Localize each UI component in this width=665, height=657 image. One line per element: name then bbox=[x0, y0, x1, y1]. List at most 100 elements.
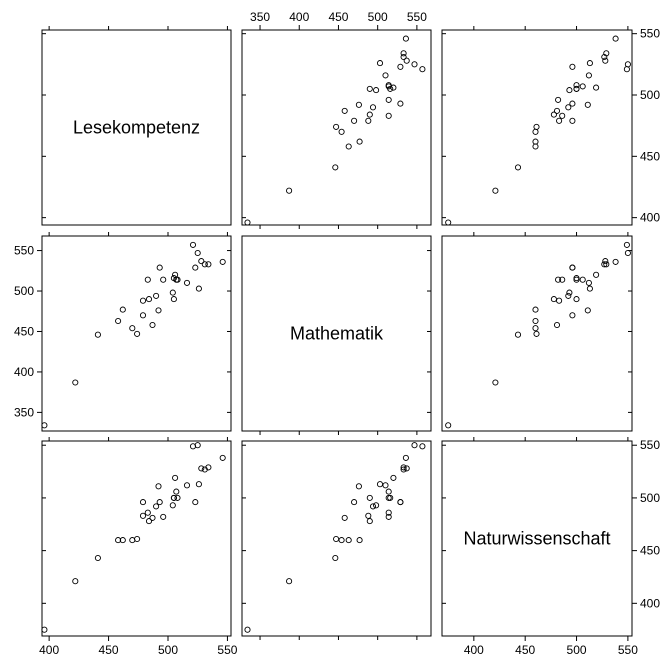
point-mathematik-vs-lesekompetenz-23 bbox=[189, 241, 197, 248]
point-naturwissenschaft-vs-mathematik-16 bbox=[373, 502, 380, 509]
point-mathematik-vs-lesekompetenz-11 bbox=[149, 321, 156, 329]
point-mathematik-vs-lesekompetenz-21 bbox=[174, 276, 181, 283]
y-tick-label-mathematik-550: 550 bbox=[14, 244, 34, 258]
point-naturwissenschaft-vs-mathematik-9 bbox=[385, 509, 392, 516]
point-mathematik-vs-lesekompetenz-6 bbox=[134, 330, 141, 337]
point-mathematik-vs-naturwissenschaft-29 bbox=[603, 261, 610, 268]
point-naturwissenschaft-vs-mathematik-29 bbox=[400, 464, 407, 471]
point-naturwissenschaft-vs-lesekompetenz-14 bbox=[156, 499, 163, 506]
point-mathematik-vs-lesekompetenz-29 bbox=[205, 261, 212, 268]
y-tick-label-naturwissenschaft-400: 400 bbox=[640, 596, 660, 610]
point-naturwissenschaft-vs-lesekompetenz-15 bbox=[160, 513, 167, 520]
x-tick-label-lesekompetenz-400: 400 bbox=[39, 643, 59, 657]
point-lesekompetenz-vs-mathematik-26 bbox=[376, 60, 384, 67]
y-tick-label-mathematik-450: 450 bbox=[14, 324, 34, 338]
x-tick-label-naturwissenschaft-450: 450 bbox=[515, 643, 535, 657]
point-mathematik-vs-naturwissenschaft-2 bbox=[514, 331, 522, 338]
point-mathematik-vs-lesekompetenz-3 bbox=[115, 317, 122, 325]
point-naturwissenschaft-vs-mathematik-11 bbox=[341, 514, 348, 521]
point-naturwissenschaft-vs-lesekompetenz-18 bbox=[170, 494, 177, 501]
point-mathematik-vs-naturwissenschaft-23 bbox=[623, 241, 630, 248]
point-lesekompetenz-vs-naturwissenschaft-20 bbox=[579, 83, 586, 90]
point-naturwissenschaft-vs-mathematik-12 bbox=[369, 503, 377, 510]
panel-naturwissenschaft-vs-mathematik bbox=[241, 440, 432, 637]
point-mathematik-vs-naturwissenschaft-5 bbox=[532, 325, 539, 332]
point-mathematik-vs-naturwissenschaft-1 bbox=[492, 379, 499, 386]
y-tick-label-lesekompetenz-400: 400 bbox=[640, 211, 660, 225]
x-tick-label-mathematik-500: 500 bbox=[368, 10, 388, 24]
x-tick-label-mathematik-550: 550 bbox=[407, 10, 427, 24]
point-layer bbox=[41, 35, 631, 633]
point-naturwissenschaft-vs-lesekompetenz-27 bbox=[198, 465, 205, 472]
x-tick-label-lesekompetenz-550: 550 bbox=[217, 643, 237, 657]
point-lesekompetenz-vs-mathematik-13 bbox=[355, 101, 362, 108]
point-lesekompetenz-vs-naturwissenschaft-6 bbox=[533, 123, 540, 130]
x-tick-label-lesekompetenz-500: 500 bbox=[158, 643, 178, 657]
point-lesekompetenz-vs-naturwissenschaft-12 bbox=[565, 104, 572, 111]
point-mathematik-vs-naturwissenschaft-15 bbox=[555, 276, 562, 283]
point-naturwissenschaft-vs-lesekompetenz-9 bbox=[144, 509, 151, 516]
point-lesekompetenz-vs-naturwissenschaft-0 bbox=[445, 219, 452, 226]
point-mathematik-vs-lesekompetenz-0 bbox=[41, 422, 48, 429]
point-lesekompetenz-vs-naturwissenschaft-9 bbox=[559, 112, 566, 119]
point-lesekompetenz-vs-mathematik-16 bbox=[373, 87, 380, 94]
panel-mathematik-vs-lesekompetenz bbox=[41, 235, 232, 432]
panel-layer bbox=[41, 29, 633, 637]
point-mathematik-vs-lesekompetenz-9 bbox=[144, 276, 151, 283]
point-mathematik-vs-lesekompetenz-17 bbox=[170, 296, 177, 303]
point-lesekompetenz-vs-mathematik-22 bbox=[382, 72, 389, 79]
point-lesekompetenz-vs-naturwissenschaft-10 bbox=[550, 111, 557, 118]
variable-label-mathematik: Mathematik bbox=[290, 324, 384, 344]
point-mathematik-vs-naturwissenschaft-7 bbox=[569, 312, 576, 319]
point-naturwissenschaft-vs-mathematik-26 bbox=[376, 481, 384, 488]
point-naturwissenschaft-vs-mathematik-15 bbox=[385, 513, 392, 520]
point-naturwissenschaft-vs-lesekompetenz-25 bbox=[194, 442, 201, 449]
point-mathematik-vs-lesekompetenz-7 bbox=[139, 312, 147, 319]
y-tick-label-naturwissenschaft-450: 450 bbox=[640, 544, 660, 558]
point-lesekompetenz-vs-mathematik-30 bbox=[402, 35, 409, 42]
point-naturwissenschaft-vs-mathematik-19 bbox=[390, 474, 397, 481]
point-mathematik-vs-lesekompetenz-1 bbox=[72, 379, 79, 386]
point-lesekompetenz-vs-mathematik-24 bbox=[397, 63, 404, 70]
point-lesekompetenz-vs-mathematik-29 bbox=[400, 50, 407, 57]
point-lesekompetenz-vs-mathematik-3 bbox=[345, 143, 352, 150]
point-mathematik-vs-lesekompetenz-27 bbox=[198, 258, 205, 265]
point-lesekompetenz-vs-naturwissenschaft-19 bbox=[593, 84, 600, 91]
point-naturwissenschaft-vs-lesekompetenz-24 bbox=[192, 499, 199, 506]
panel-lesekompetenz-vs-lesekompetenz bbox=[41, 29, 232, 226]
y-tick-label-mathematik-400: 400 bbox=[14, 365, 34, 379]
point-naturwissenschaft-vs-lesekompetenz-26 bbox=[195, 481, 202, 488]
point-naturwissenschaft-vs-mathematik-21 bbox=[385, 494, 392, 501]
point-naturwissenschaft-vs-lesekompetenz-21 bbox=[174, 494, 181, 501]
point-naturwissenschaft-vs-mathematik-30 bbox=[402, 454, 409, 461]
y-tick-label-lesekompetenz-450: 450 bbox=[640, 149, 660, 163]
point-lesekompetenz-vs-mathematik-15 bbox=[385, 96, 392, 103]
label-layer: Lesekompetenz Mathematik Naturwissenschaft bbox=[73, 118, 611, 549]
point-naturwissenschaft-vs-mathematik-13 bbox=[355, 483, 362, 490]
point-mathematik-vs-lesekompetenz-16 bbox=[169, 289, 176, 296]
point-mathematik-vs-naturwissenschaft-26 bbox=[586, 285, 593, 292]
point-lesekompetenz-vs-naturwissenschaft-1 bbox=[492, 187, 499, 194]
point-lesekompetenz-vs-mathematik-9 bbox=[385, 112, 392, 119]
point-naturwissenschaft-vs-lesekompetenz-3 bbox=[115, 537, 122, 544]
point-lesekompetenz-vs-naturwissenschaft-11 bbox=[553, 107, 561, 114]
point-lesekompetenz-vs-mathematik-17 bbox=[366, 85, 373, 92]
variable-label-lesekompetenz: Lesekompetenz bbox=[73, 118, 200, 138]
point-mathematik-vs-lesekompetenz-30 bbox=[219, 258, 226, 265]
x-tick-label-mathematik-350: 350 bbox=[250, 10, 270, 24]
point-mathematik-vs-naturwissenschaft-18 bbox=[573, 275, 580, 282]
point-lesekompetenz-vs-naturwissenschaft-24 bbox=[569, 63, 576, 70]
point-naturwissenschaft-vs-lesekompetenz-6 bbox=[134, 535, 141, 543]
y-tick-label-lesekompetenz-500: 500 bbox=[640, 88, 660, 102]
point-lesekompetenz-vs-mathematik-5 bbox=[338, 128, 345, 135]
point-mathematik-vs-lesekompetenz-10 bbox=[145, 296, 153, 303]
point-naturwissenschaft-vs-lesekompetenz-16 bbox=[169, 502, 176, 509]
point-naturwissenschaft-vs-lesekompetenz-4 bbox=[119, 537, 126, 544]
point-naturwissenschaft-vs-mathematik-4 bbox=[356, 537, 363, 544]
point-lesekompetenz-vs-mathematik-25 bbox=[411, 61, 418, 68]
point-mathematik-vs-naturwissenschaft-21 bbox=[573, 276, 580, 283]
point-mathematik-vs-naturwissenschaft-11 bbox=[553, 321, 561, 329]
y-tick-label-lesekompetenz-550: 550 bbox=[640, 27, 660, 41]
point-mathematik-vs-naturwissenschaft-8 bbox=[556, 297, 563, 304]
y-tick-label-naturwissenschaft-550: 550 bbox=[640, 438, 660, 452]
